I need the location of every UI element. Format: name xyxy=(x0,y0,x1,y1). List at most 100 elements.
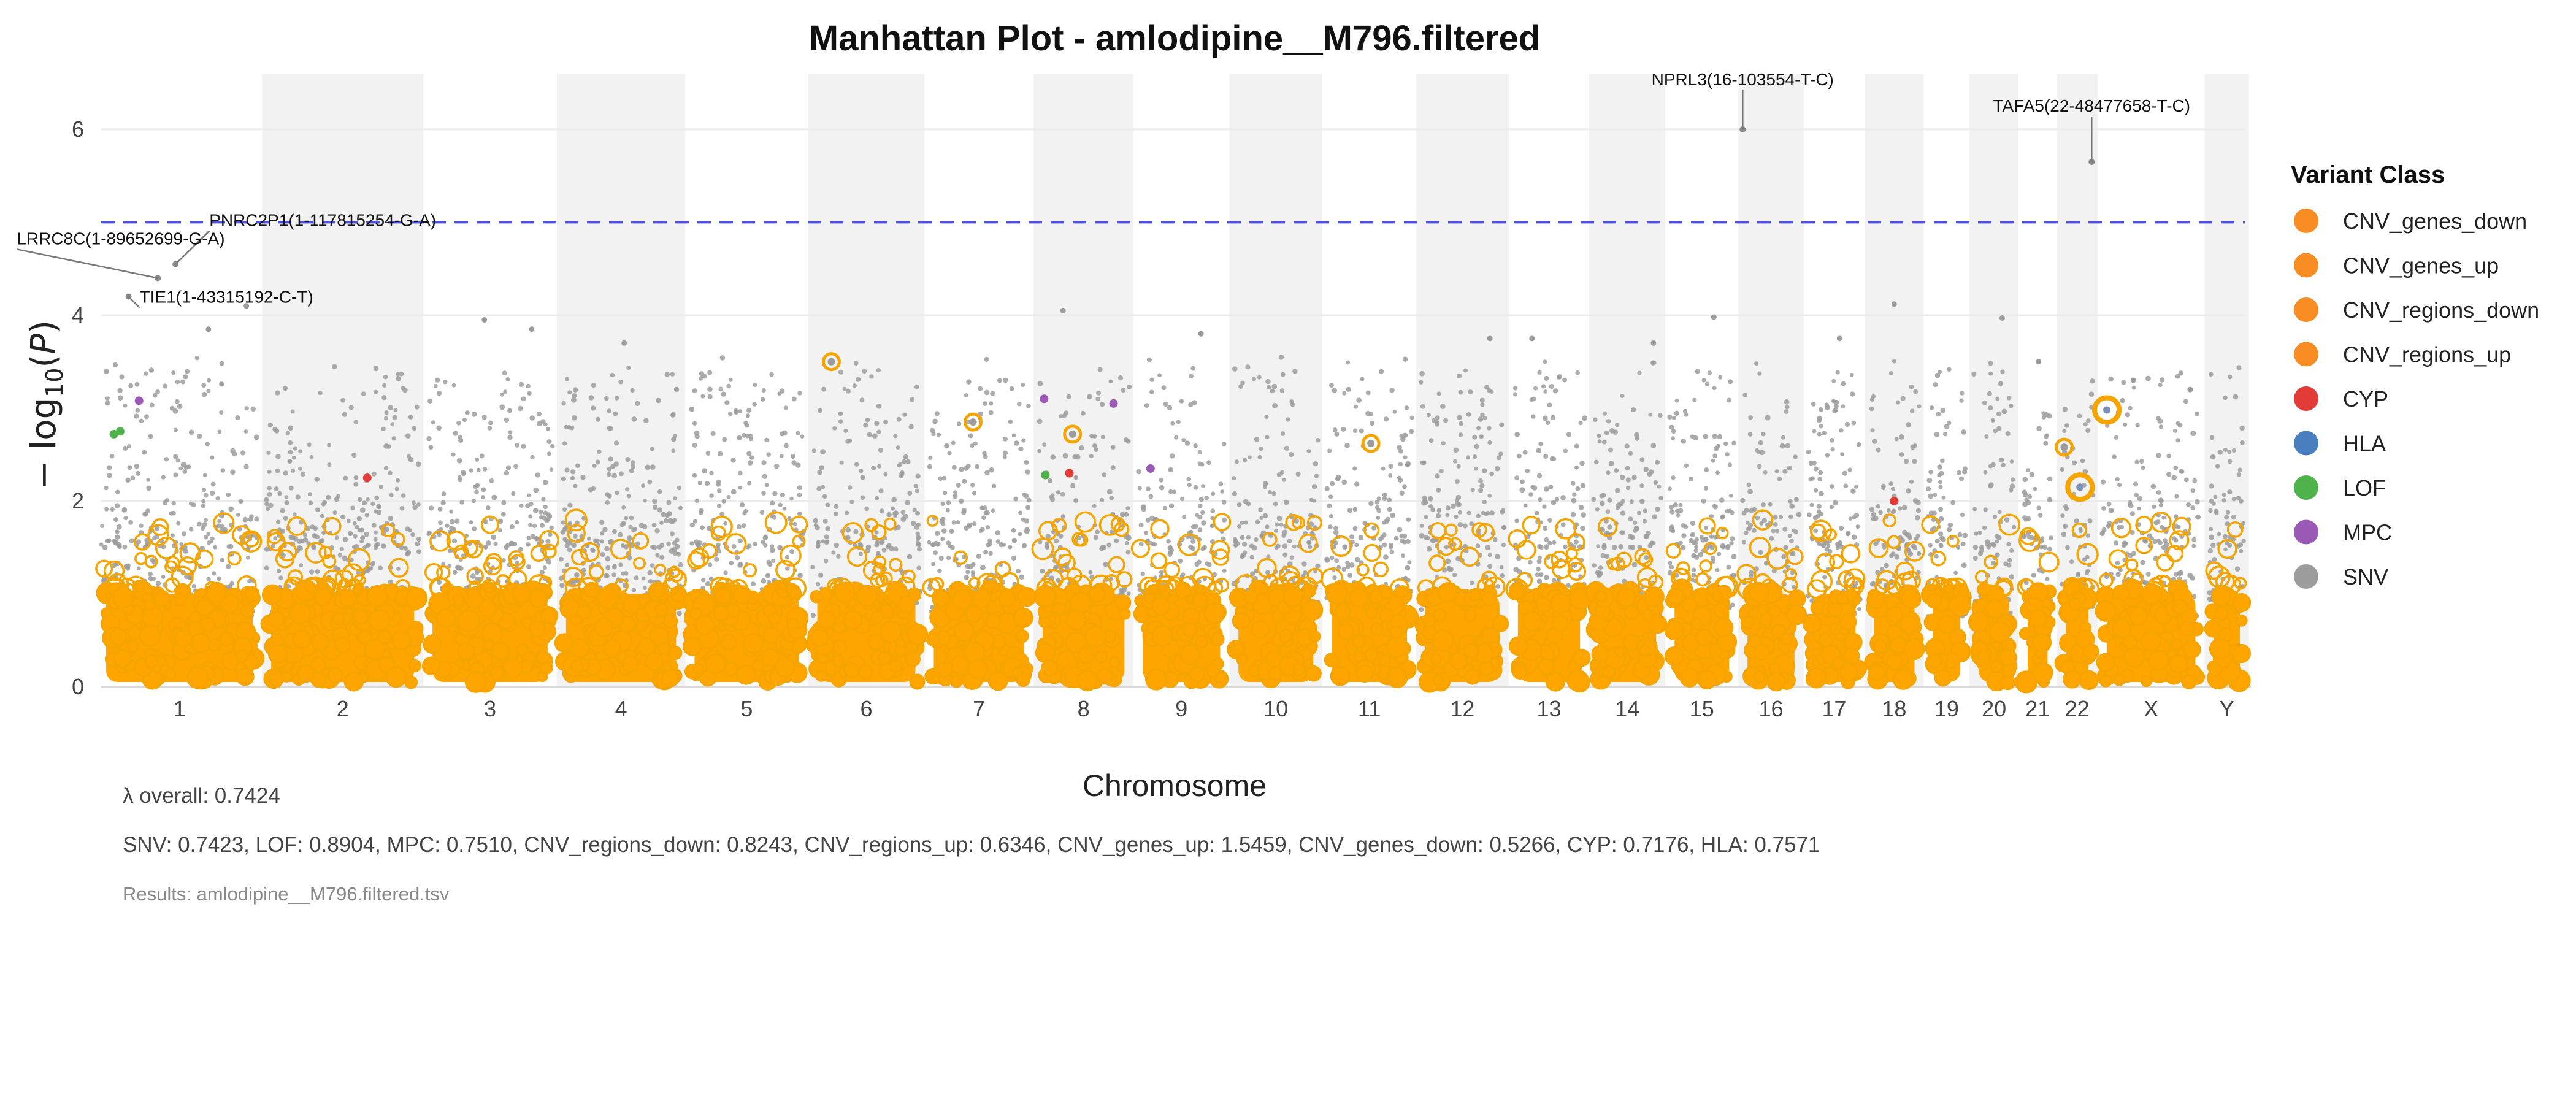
snv-point xyxy=(570,475,575,481)
snv-point xyxy=(867,432,872,437)
snv-point xyxy=(694,541,699,546)
snv-point xyxy=(959,466,965,472)
snv-point xyxy=(970,483,975,488)
snv-point xyxy=(572,415,577,421)
snv-point xyxy=(1399,433,1404,439)
snv-point xyxy=(1189,529,1194,534)
snv-point xyxy=(614,396,619,401)
snv-point xyxy=(2184,477,2189,483)
snv-point xyxy=(705,451,711,456)
snv-point xyxy=(1896,400,1901,405)
snv-point xyxy=(203,493,209,498)
cnv-point xyxy=(775,580,794,598)
snv-point xyxy=(546,439,552,445)
snv-point xyxy=(790,453,796,459)
snv-point xyxy=(284,500,289,505)
snv-point xyxy=(1720,544,1726,550)
snv-point xyxy=(797,493,802,497)
snv-point xyxy=(956,421,962,426)
snv-point xyxy=(347,519,351,523)
snv-point xyxy=(1436,391,1441,396)
snv-point xyxy=(2060,513,2065,518)
snv-point xyxy=(892,510,898,516)
snv-point xyxy=(1474,443,1479,450)
snv-point xyxy=(1531,414,1536,419)
snv-point xyxy=(561,401,566,406)
cnv-point xyxy=(235,650,248,663)
cnv-point xyxy=(1189,666,1205,683)
snv-point xyxy=(197,521,202,527)
snv-point xyxy=(903,454,908,459)
snv-point xyxy=(1560,522,1566,527)
snv-point xyxy=(1950,500,1956,505)
snv-point xyxy=(153,393,158,398)
snv-point xyxy=(292,512,297,516)
snv-point xyxy=(352,521,357,526)
snv-point xyxy=(643,418,649,423)
snv-point xyxy=(1707,370,1712,375)
cnv-point xyxy=(1016,586,1037,607)
snv-point xyxy=(1283,499,1289,505)
snv-point xyxy=(670,412,675,418)
snv-point xyxy=(1725,452,1730,457)
cnv-point xyxy=(715,587,732,605)
snv-point xyxy=(1819,491,1824,497)
snv-point xyxy=(374,389,378,394)
snv-point xyxy=(148,367,155,373)
snv-point xyxy=(1620,510,1626,516)
snv-point xyxy=(1537,555,1542,560)
cnv-point xyxy=(1052,601,1067,616)
snv-point xyxy=(1926,486,1931,492)
snv-point xyxy=(1193,485,1198,490)
snv-point xyxy=(1743,530,1749,535)
cnv-point xyxy=(164,668,177,680)
snv-point xyxy=(1535,572,1540,577)
snv-point xyxy=(737,562,743,568)
snv-point xyxy=(2176,524,2181,529)
snv-point xyxy=(1397,444,1402,450)
cnv-point xyxy=(907,623,929,646)
snv-point xyxy=(2012,524,2017,529)
cnv-point xyxy=(701,543,718,559)
snv-point xyxy=(376,504,381,509)
snv-point xyxy=(499,404,505,410)
snv-point xyxy=(364,531,369,537)
top-snv-point xyxy=(1836,335,1842,342)
snv-point xyxy=(1200,510,1205,515)
snv-point xyxy=(1478,488,1484,493)
snv-point xyxy=(390,422,395,427)
snv-point xyxy=(607,467,612,472)
cnv-point xyxy=(1144,579,1160,596)
snv-point xyxy=(1554,497,1560,502)
snv-point xyxy=(529,501,534,507)
snv-point xyxy=(426,531,431,537)
cnv-point xyxy=(292,629,312,649)
snv-point xyxy=(1612,429,1619,435)
cnv-point xyxy=(1150,552,1168,570)
snv-point xyxy=(405,433,411,439)
snv-point xyxy=(1019,574,1024,580)
snv-point xyxy=(486,540,491,546)
snv-point xyxy=(236,512,240,517)
snv-point xyxy=(1928,493,1934,499)
cnv-point xyxy=(657,641,671,655)
snv-point xyxy=(217,429,222,434)
snv-point xyxy=(1993,428,1998,434)
snv-point xyxy=(1959,398,1964,403)
snv-point xyxy=(508,430,513,435)
snv-point xyxy=(1915,534,1920,539)
snv-point xyxy=(337,553,342,558)
snv-point xyxy=(1459,421,1464,426)
snv-point xyxy=(1953,570,1958,575)
snv-point xyxy=(748,437,753,442)
snv-point xyxy=(1102,545,1107,550)
snv-point xyxy=(353,543,359,550)
snv-point xyxy=(1612,545,1617,550)
snv-point xyxy=(941,475,947,481)
cnv-point xyxy=(164,560,178,573)
snv-point xyxy=(1249,554,1255,560)
snv-point xyxy=(1690,520,1695,526)
snv-point xyxy=(1703,434,1708,439)
snv-point xyxy=(853,543,857,548)
snv-point xyxy=(2123,541,2128,546)
